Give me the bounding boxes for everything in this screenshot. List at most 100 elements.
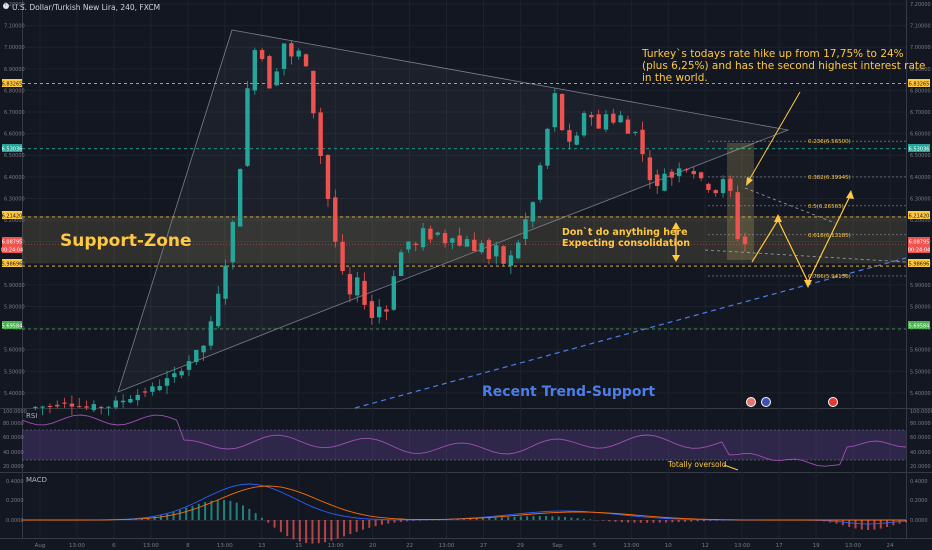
candlesticks [33, 40, 748, 416]
event-flag-icon-2[interactable] [761, 397, 771, 407]
time-tick: 13 [258, 543, 265, 549]
price-tick-right: 6.80000 [910, 88, 931, 94]
candle-body [464, 239, 470, 247]
badge-right-4: 6.08795 [909, 240, 930, 246]
candle-body [515, 242, 521, 259]
rsi-tick-left: 20.0000 [3, 464, 24, 470]
badge-left-7: 5.69584 [2, 324, 23, 330]
candle-body [77, 406, 82, 408]
candle-body [494, 245, 499, 257]
candle-body [384, 309, 389, 312]
price-tick-right: 5.50000 [910, 369, 931, 375]
candle-body [420, 228, 426, 248]
macd-signal-line [22, 485, 906, 521]
symbol-title[interactable]: U.S. Dollar/Turkish New Lira, 240, FXCM [12, 3, 160, 12]
candle-body [574, 135, 579, 145]
time-tick: 12 [702, 543, 709, 549]
rsi-tick-right: 100.0000 [910, 409, 932, 415]
badge-left-3: 6.21420 [2, 214, 23, 220]
rsi-label: RSI [26, 412, 37, 420]
price-tick-right: 6.40000 [910, 175, 931, 181]
candle-body [735, 192, 740, 239]
candle-body [340, 241, 345, 272]
macd-tick-right: 0.4000 [910, 479, 928, 485]
time-tick: 13:00 [439, 543, 455, 549]
candle-body [479, 243, 484, 253]
time-tick: 13:00 [623, 543, 639, 549]
badge-right-7: 5.69584 [909, 324, 930, 330]
candle-body [676, 168, 682, 177]
time-tick: 15 [295, 543, 302, 549]
badge-left-1: 6.83265 [2, 82, 23, 88]
candle-body [128, 398, 133, 403]
dont-annotation-line2: Expecting consolidation [562, 238, 690, 249]
event-flag-icon-1[interactable] [746, 397, 756, 407]
candle-body [69, 403, 75, 407]
candle-body [113, 400, 118, 408]
time-tick: 17 [776, 543, 783, 549]
candle-body [369, 301, 375, 318]
candle-body [559, 94, 565, 131]
candle-body [33, 406, 38, 409]
candle-body [55, 404, 60, 407]
badge-left-6: 5.98696 [2, 262, 23, 268]
price-axis-right[interactable]: 7.20000 7.10000 7.00000 6.90000 6.80000 6.700… [910, 2, 932, 524]
time-axis[interactable]: Aug 13:00 6 13:00 8 13:00 13 15 13:00 20 22 13:00 27… [35, 543, 894, 549]
badge-right-2: 6.53036 [909, 147, 930, 153]
candle-body [186, 361, 192, 370]
price-tick-left: 6.40000 [4, 175, 25, 181]
candle-body [47, 405, 53, 407]
price-tick-left: 6.30000 [4, 196, 25, 202]
candle-body [194, 349, 199, 362]
price-tick-right: 6.60000 [910, 132, 931, 138]
candle-body [157, 385, 162, 391]
grid-lines [22, 0, 906, 538]
badge-right-6: 5.98696 [909, 262, 930, 268]
candle-body [230, 221, 236, 263]
badge-left-2: 6.53036 [2, 147, 23, 153]
candle-body [347, 274, 353, 295]
price-tick-left: 6.50000 [4, 153, 25, 159]
candle-body [362, 280, 367, 305]
price-tick-right: 5.70000 [910, 326, 931, 332]
turkey-annotation-line1: Turkey`s todays rate hike up from 17,75%… [641, 48, 904, 60]
time-tick: 10 [665, 543, 672, 549]
oversold-label: Totally oversold [667, 460, 727, 469]
candle-body [62, 402, 67, 404]
price-tick-right: 7.00000 [910, 45, 931, 51]
candle-body [303, 54, 309, 67]
time-tick: Aug [35, 543, 46, 549]
candle-body [728, 178, 733, 191]
drop-highlight-box [727, 143, 754, 260]
price-tick-left: 6.20000 [4, 218, 25, 224]
candle-body [406, 241, 411, 250]
projection-arrow-3 [846, 190, 854, 199]
candle-body [567, 130, 572, 142]
candle-body [106, 406, 111, 408]
price-tick-left: 5.90000 [4, 283, 25, 289]
candle-body [589, 114, 594, 118]
time-tick: 29 [517, 543, 524, 549]
candle-body [457, 235, 462, 246]
candle-body [545, 128, 550, 166]
candle-body [289, 43, 294, 57]
oversold-arrow [723, 464, 739, 471]
time-tick: 13:00 [845, 543, 861, 549]
candle-body [164, 378, 170, 386]
rsi-tick-left: 40.0000 [3, 450, 24, 456]
price-tick-left: 5.80000 [4, 304, 25, 310]
rsi-band [22, 430, 906, 460]
candle-body [179, 371, 184, 376]
time-tick: 6 [112, 543, 116, 549]
time-tick: 27 [480, 543, 487, 549]
candle-body [669, 171, 675, 178]
price-tick-right: 5.90000 [910, 283, 931, 289]
badge-right-3: 6.21420 [909, 214, 930, 220]
candle-body [98, 406, 104, 408]
horizontal-levels [22, 82, 906, 330]
price-tick-right: 5.80000 [910, 304, 931, 310]
event-flag-icon-3[interactable] [828, 397, 838, 407]
projection-zigzag [751, 195, 851, 284]
